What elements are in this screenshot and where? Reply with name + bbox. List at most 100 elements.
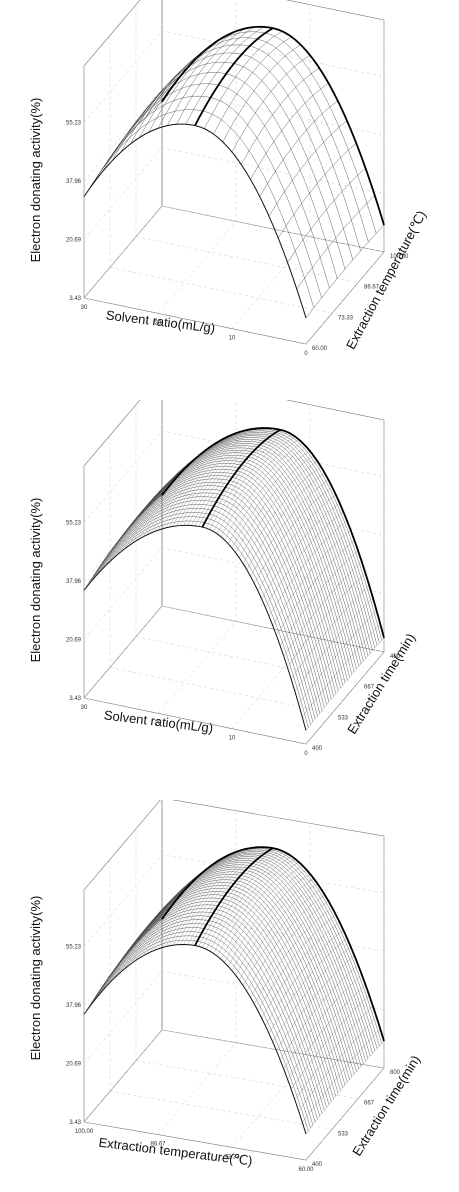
y-tick-label: 60.00 <box>312 346 328 352</box>
gridline-y <box>135 636 359 683</box>
surface-line-x <box>213 434 292 532</box>
surface-line-x <box>131 866 211 964</box>
surface-line-depth <box>150 854 373 1054</box>
gridline-x <box>157 400 237 714</box>
surface-line-x <box>202 850 281 948</box>
surface-line-x <box>224 865 303 963</box>
surface-line-x <box>291 585 370 680</box>
y-tick-label: 86.67 <box>364 285 380 291</box>
gridline-z <box>83 147 385 240</box>
surface-line-x <box>191 428 270 526</box>
surface-plot-1: Electron donating activity(%) Solvent ra… <box>28 0 429 357</box>
surface-line-depth <box>109 482 332 700</box>
tick-labels: 3.43 20.69 37.96 55.23 30 20 10 0 400 533 667 400 <box>66 521 401 757</box>
surface-line-depth <box>97 500 320 714</box>
gridline-y <box>135 1060 359 1099</box>
surface-line-x <box>154 434 233 532</box>
surface-line-x <box>139 441 218 539</box>
surface-back-edge <box>161 427 385 639</box>
surface-line-x <box>176 26 255 125</box>
surface-line-x <box>272 530 351 626</box>
surface-line-x <box>167 28 246 126</box>
surface-line-x <box>180 428 259 526</box>
surface-line-x <box>261 502 340 599</box>
z-axis-label: Electron donating activity(%) <box>28 498 43 663</box>
surface-line-depth <box>141 862 364 1064</box>
gridline-x <box>305 420 385 745</box>
gridline-z <box>83 88 385 182</box>
floor-edge <box>83 651 385 745</box>
surface-line-x <box>235 455 314 553</box>
surface-line-x <box>94 903 174 1000</box>
x-tick-label: 30 <box>81 305 88 311</box>
surface-line-x <box>294 597 373 692</box>
surface-line-x <box>191 847 270 946</box>
surface-line-x <box>250 901 329 998</box>
y-tick-label: 400 <box>312 746 323 752</box>
surface-line-x <box>180 847 259 945</box>
surface-line-depth <box>145 858 369 1059</box>
gridline-y <box>109 1091 333 1130</box>
surface-line-x <box>291 995 370 1090</box>
surface-line-x <box>185 26 264 125</box>
y-tick-label: 667 <box>364 685 375 691</box>
surface-line-x <box>265 511 344 608</box>
surface-line-x <box>298 610 377 704</box>
surface-line-x <box>250 479 329 577</box>
surface-line-x <box>150 436 229 534</box>
surface-mesh <box>83 846 385 1135</box>
z-tick-label: 3.43 <box>69 1120 81 1126</box>
gridline-z <box>83 547 385 640</box>
surface-line-x <box>287 984 366 1080</box>
surface-line-x <box>241 67 320 165</box>
floor-edge <box>83 251 385 345</box>
surface-ridge <box>201 428 281 528</box>
z-tick-label: 55.23 <box>66 521 82 527</box>
surface-line-depth <box>109 901 332 1102</box>
surface-mesh <box>83 427 385 731</box>
surface-line-x <box>131 446 211 544</box>
surface-line-x <box>172 847 251 946</box>
z-tick-label: 3.43 <box>69 696 81 702</box>
z-tick-label: 20.69 <box>66 638 82 644</box>
surface-line-x <box>239 883 318 981</box>
tick-labels: 3.43 20.69 37.96 55.23 100.00 86.67 73.33 60.00… <box>66 945 401 1173</box>
surface-line-x <box>128 869 207 966</box>
z-tick-label: 20.69 <box>66 238 82 244</box>
surface-line-x <box>294 1005 373 1100</box>
surface-line-x <box>168 848 248 946</box>
surface-line-depth <box>83 943 307 1135</box>
gridline-z <box>83 971 385 1064</box>
x-tick-label: 100.00 <box>75 1129 94 1135</box>
surface-line-x <box>98 477 177 573</box>
surface-line-x <box>298 1017 377 1111</box>
surface-line-x <box>157 433 237 531</box>
surface-line-depth <box>83 524 307 731</box>
z-tick-label: 37.96 <box>66 1003 82 1009</box>
z-tick-label: 3.43 <box>69 296 81 302</box>
surface-line-x <box>224 442 303 541</box>
surface-line-x <box>194 428 274 526</box>
y-tick-label: 800 <box>390 1070 401 1076</box>
surface-mesh <box>83 25 385 319</box>
surface-line-x <box>194 28 274 126</box>
z-tick-label: 20.69 <box>66 1062 82 1068</box>
surface-line-x <box>150 854 229 953</box>
surface-line-depth <box>148 856 371 1057</box>
surface-line-depth <box>134 869 357 1072</box>
surface-line-x <box>228 446 307 544</box>
surface-line-x <box>176 428 255 526</box>
surface-line-x <box>183 427 262 526</box>
y-tick-label: 73.33 <box>338 315 354 321</box>
surface-line-x <box>228 869 307 967</box>
surface-ridge <box>194 847 274 946</box>
surface-line-depth <box>88 516 311 725</box>
gridline-z <box>83 1029 385 1123</box>
tick-labels: 3.43 20.69 37.96 55.23 30 20 10 0 60.00 73.33 86.6… <box>66 121 409 357</box>
surface-line-x <box>217 436 296 534</box>
gridline-x <box>157 810 237 1135</box>
y-tick-label: 533 <box>338 1131 349 1137</box>
surface-line-x <box>278 143 357 239</box>
surface-line-x <box>91 908 170 1005</box>
